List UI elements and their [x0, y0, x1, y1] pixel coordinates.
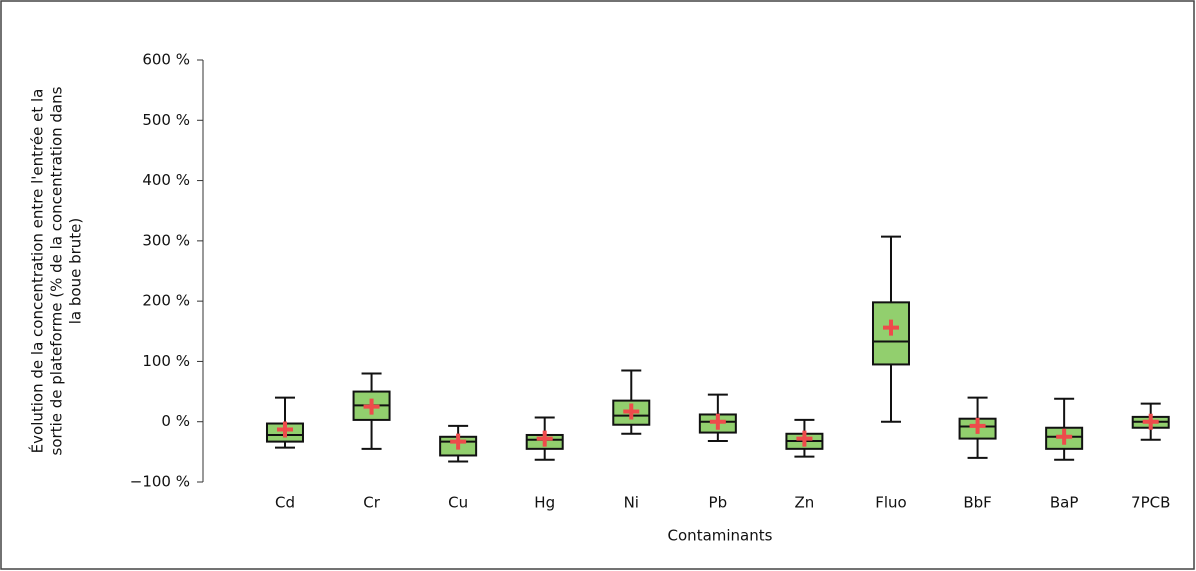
y-tick-label: 0 %: [161, 412, 190, 430]
mean-marker: [709, 413, 726, 430]
mean-marker: [969, 417, 986, 434]
y-axis-title-line: Évolution de la concentration entre l'en…: [28, 89, 47, 454]
y-axis-title-line: sortie de plateforme (% de la concentrat…: [48, 86, 66, 455]
y-tick-label: 500 %: [142, 111, 190, 129]
y-tick-label: 200 %: [142, 292, 190, 310]
y-axis-title: Évolution de la concentration entre l'en…: [28, 86, 85, 455]
box: [871, 301, 910, 366]
mean-marker: [363, 398, 380, 415]
x-tick-label: BbF: [963, 494, 991, 512]
x-tick-label: Cd: [275, 494, 295, 512]
x-tick-label: Hg: [534, 494, 555, 512]
mean-marker: [276, 421, 293, 438]
x-tick-label: Cu: [448, 494, 468, 512]
y-tick-label: 400 %: [142, 171, 190, 189]
x-tick-label: Cr: [363, 494, 380, 512]
mean-marker: [536, 430, 553, 447]
x-tick-label: BaP: [1050, 494, 1079, 512]
y-axis-title-line: la boue brute): [67, 218, 85, 325]
y-tick-label: 300 %: [142, 231, 190, 249]
x-tick-label: Ni: [624, 494, 639, 512]
x-tick-label: 7PCB: [1131, 494, 1170, 512]
x-tick-label: Pb: [709, 494, 728, 512]
mean-marker: [1142, 413, 1159, 430]
mean-marker: [1056, 428, 1073, 445]
y-tick-label: 600 %: [142, 51, 190, 69]
mean-marker: [623, 403, 640, 420]
y-tick-label: −100 %: [130, 473, 190, 491]
mean-marker: [796, 430, 813, 447]
x-tick-label: Fluo: [875, 494, 906, 512]
x-tick-label: Zn: [795, 494, 815, 512]
y-tick-label: 100 %: [142, 352, 190, 370]
mean-marker: [882, 319, 899, 336]
x-axis-title: Contaminants: [668, 527, 773, 545]
mean-marker: [450, 433, 467, 450]
